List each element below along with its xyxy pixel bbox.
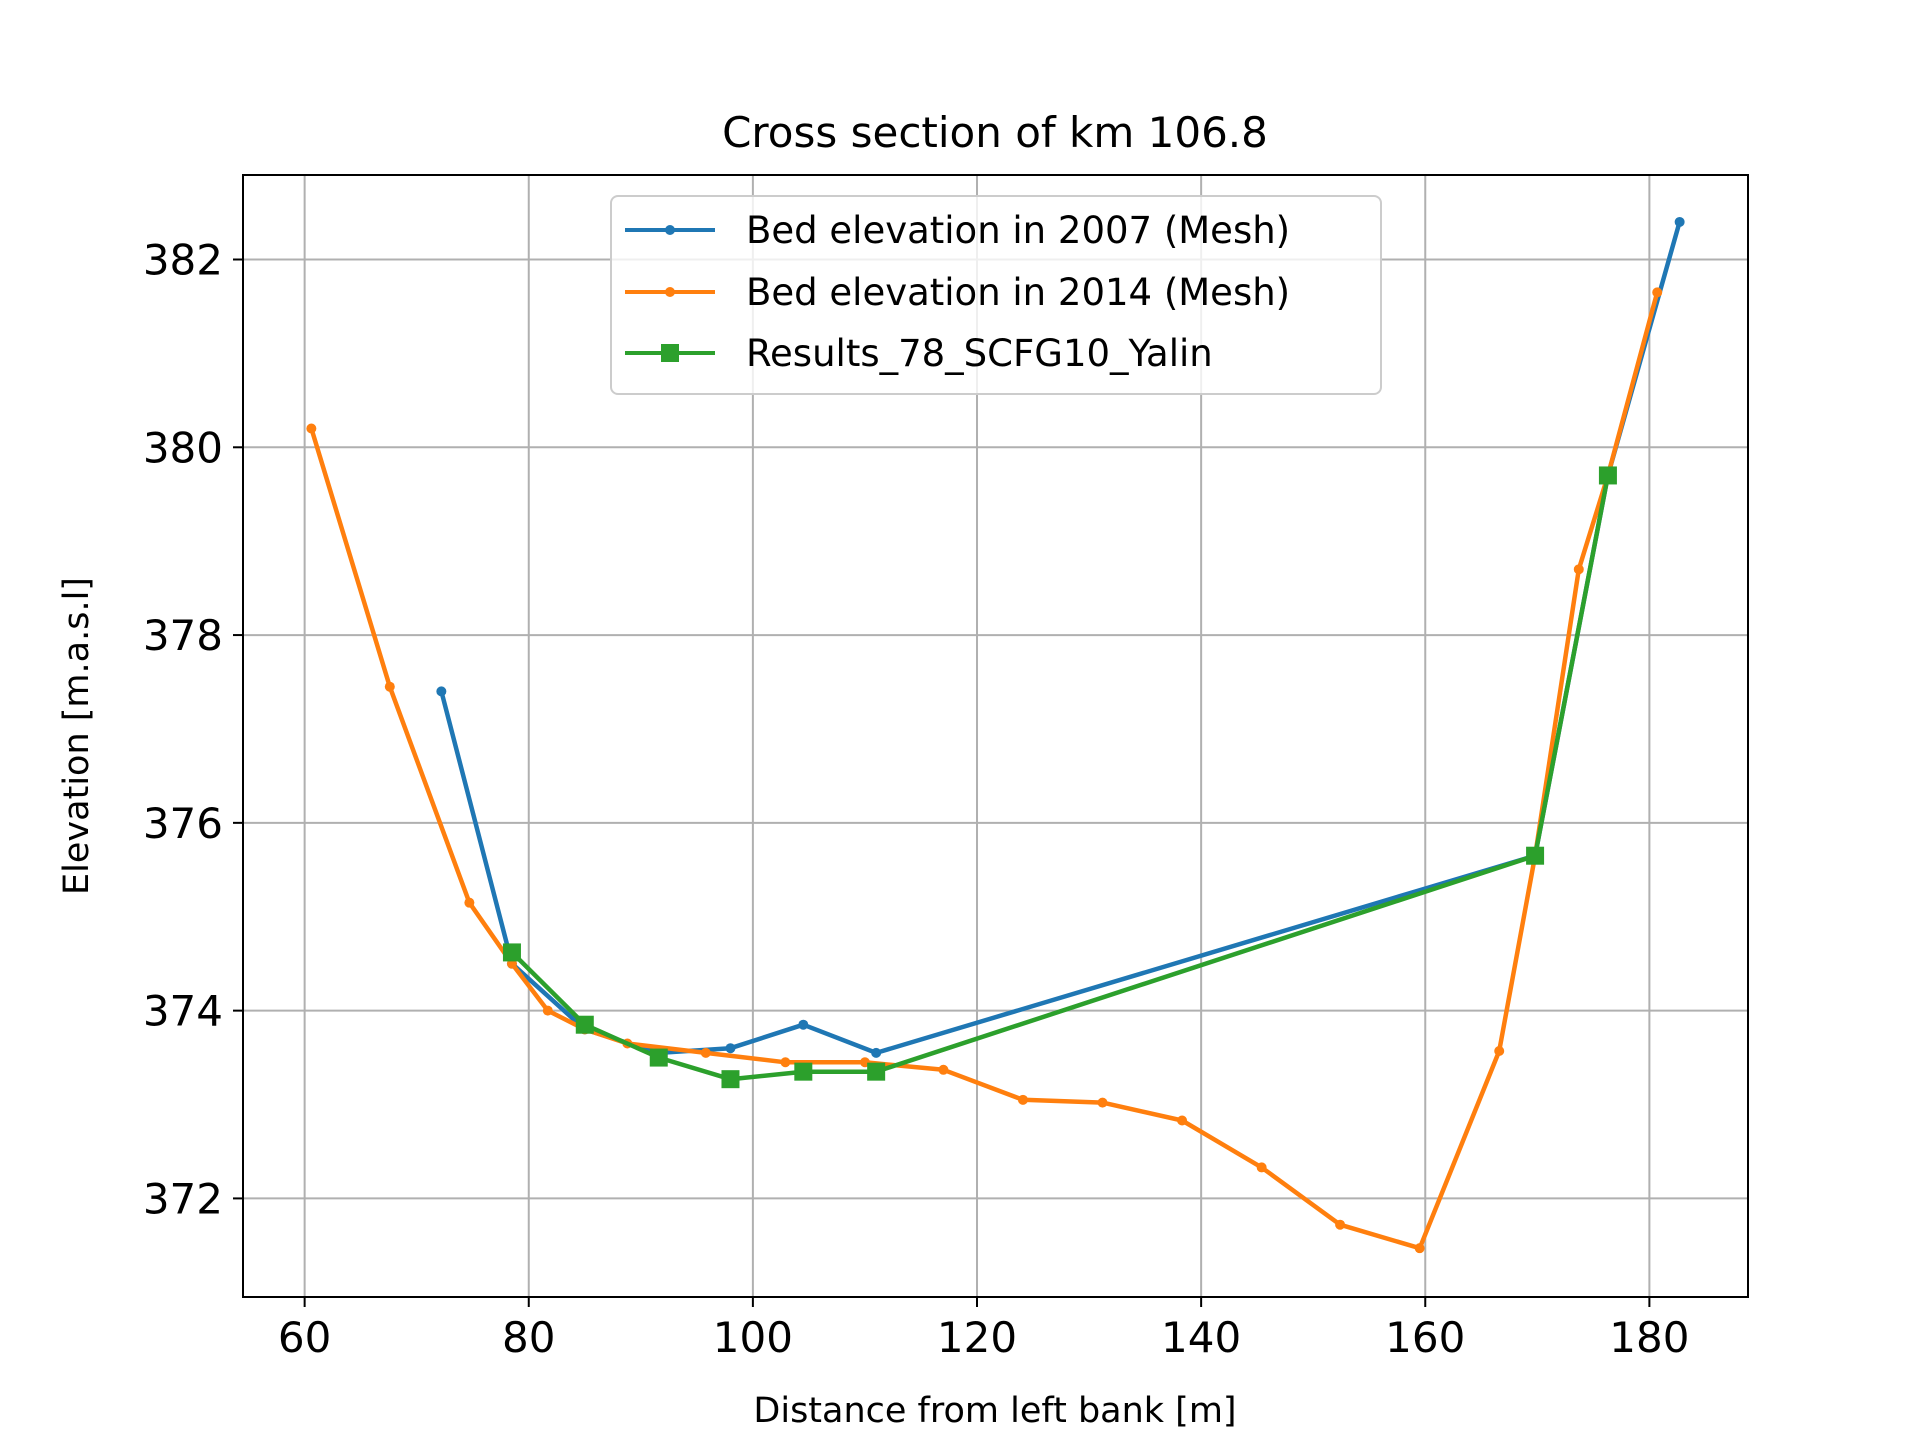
x-tick-label: 140 xyxy=(1161,1313,1241,1362)
x-tick-label: 60 xyxy=(278,1313,331,1362)
y-axis-label: Elevation [m.a.s.l] xyxy=(57,577,97,895)
y-tick-label: 380 xyxy=(143,423,223,472)
x-tick-label: 180 xyxy=(1609,1313,1689,1362)
chart-title: Cross section of km 106.8 xyxy=(722,108,1268,157)
series-1-point xyxy=(1414,1243,1425,1254)
y-tick-label: 378 xyxy=(143,611,223,660)
series-0-point xyxy=(436,686,447,697)
legend-marker-2014 xyxy=(665,287,675,297)
series-2-marker xyxy=(502,943,521,962)
series-1-point xyxy=(1573,564,1584,575)
tick-layer: 60 80 100 120 140 160 180 372 374 376 378 380 382 xyxy=(143,236,1690,1362)
series-2-marker xyxy=(649,1048,668,1067)
series-2-marker xyxy=(794,1062,813,1081)
series-1-point xyxy=(306,423,317,434)
series-line-1 xyxy=(308,289,1660,1251)
series-0-point xyxy=(871,1047,882,1058)
legend-marker-2007 xyxy=(665,225,675,235)
series-1-point xyxy=(1652,287,1663,298)
series-2-marker xyxy=(1526,846,1545,865)
series-1-point xyxy=(1097,1097,1108,1108)
y-tick-label: 382 xyxy=(143,236,223,285)
series-1-point xyxy=(1177,1115,1188,1126)
series-1-point xyxy=(542,1005,553,1016)
x-tick-label: 120 xyxy=(937,1313,1017,1362)
legend: Bed elevation in 2007 (Mesh) Bed elevati… xyxy=(610,195,1382,395)
series-layer xyxy=(306,216,1685,1254)
series-2-marker xyxy=(575,1015,594,1034)
series-1-point xyxy=(780,1057,791,1068)
series-0-point xyxy=(798,1019,809,1030)
x-tick-label: 100 xyxy=(713,1313,793,1362)
legend-box xyxy=(610,195,1382,395)
legend-label-2007: Bed elevation in 2007 (Mesh) xyxy=(746,209,1290,252)
x-tick-label: 160 xyxy=(1385,1313,1465,1362)
legend-marker-results xyxy=(661,344,679,362)
y-tick-label: 372 xyxy=(143,1174,223,1223)
series-line-2 xyxy=(508,472,1611,1082)
series-0-point xyxy=(1674,216,1685,227)
series-2-marker xyxy=(1598,466,1617,485)
series-2-marker xyxy=(867,1062,886,1081)
series-1-point xyxy=(700,1047,711,1058)
series-1-point xyxy=(938,1064,949,1075)
x-tick-label: 80 xyxy=(502,1313,555,1362)
series-1-point xyxy=(1256,1162,1267,1173)
series-1-point xyxy=(384,681,395,692)
y-tick-label: 374 xyxy=(143,987,223,1036)
series-0-point xyxy=(725,1043,736,1054)
y-tick-label: 376 xyxy=(143,799,223,848)
legend-label-results: Results_78_SCFG10_Yalin xyxy=(746,332,1213,375)
series-1-point xyxy=(464,897,475,908)
legend-label-2014: Bed elevation in 2014 (Mesh) xyxy=(746,271,1290,314)
series-1-point xyxy=(1017,1094,1028,1105)
x-axis-label: Distance from left bank [m] xyxy=(753,1391,1236,1431)
series-1-point xyxy=(1494,1046,1505,1057)
plot-frame xyxy=(242,174,1749,1298)
series-2-marker xyxy=(721,1070,740,1089)
series-1-point xyxy=(1335,1219,1346,1230)
